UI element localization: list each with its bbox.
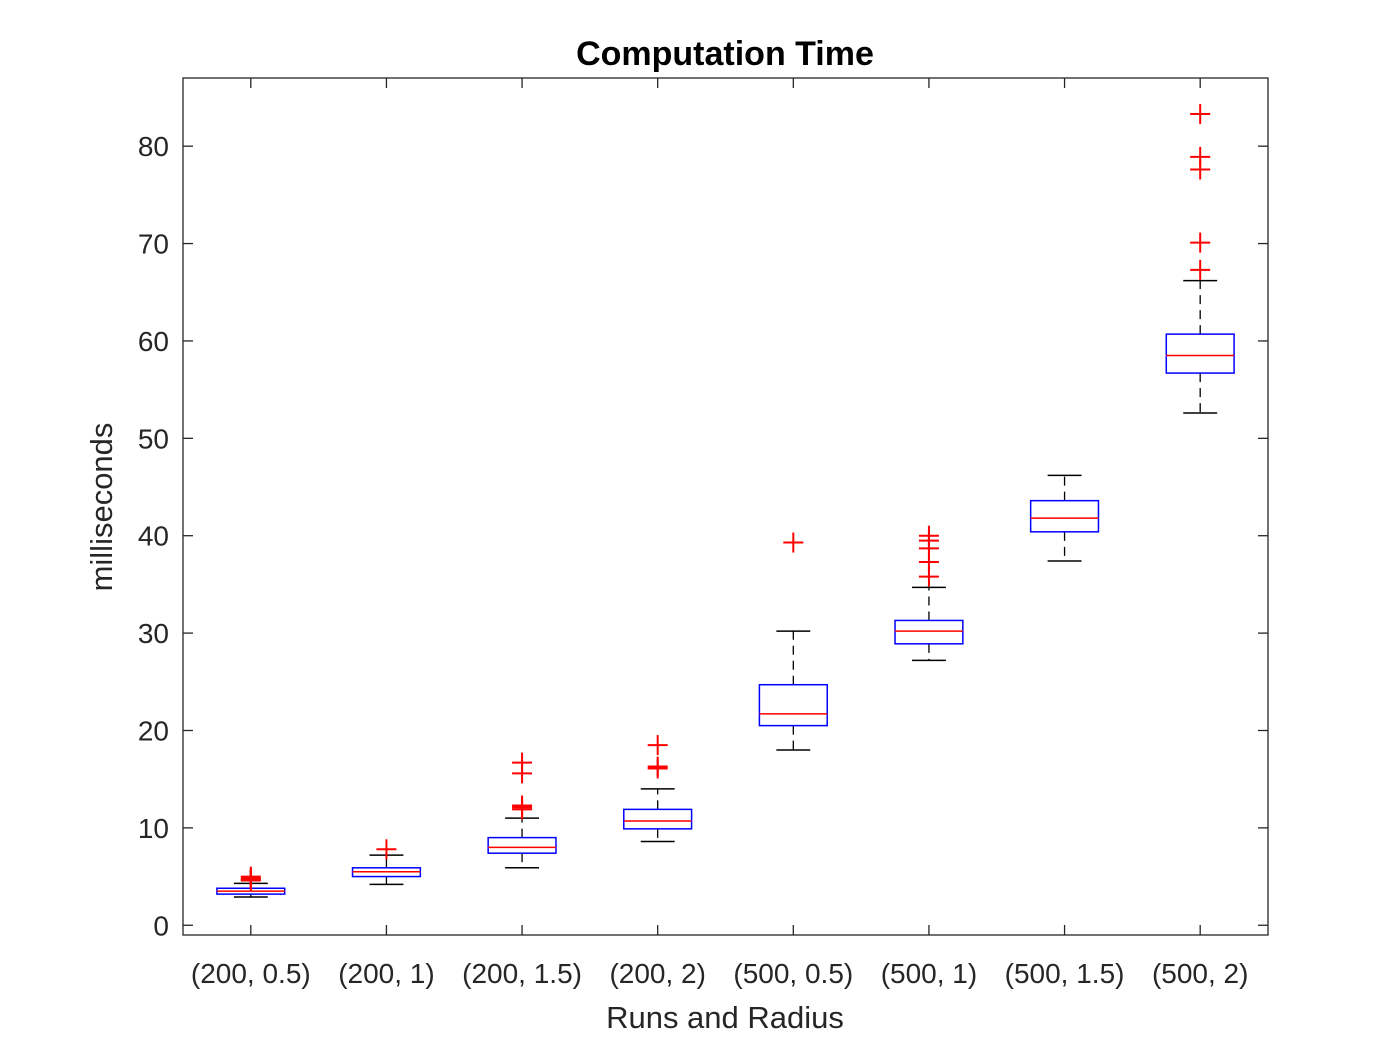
box-group bbox=[1029, 474, 1100, 562]
x-axis-label: Runs and Radius bbox=[606, 1000, 844, 1035]
box-group bbox=[1165, 104, 1235, 414]
iqr-box bbox=[758, 683, 828, 727]
y-tick-label: 50 bbox=[138, 423, 169, 454]
x-tick-label: (500, 1) bbox=[881, 958, 978, 989]
y-tick-label: 80 bbox=[138, 131, 169, 162]
outlier-marker bbox=[1190, 259, 1211, 280]
iqr-box bbox=[1029, 499, 1100, 533]
y-axis-label: milliseconds bbox=[84, 423, 119, 592]
outlier-marker bbox=[1190, 232, 1211, 253]
x-tick-label: (200, 0.5) bbox=[191, 958, 311, 989]
boxes-layer bbox=[216, 104, 1235, 898]
axes-frame bbox=[182, 77, 1269, 936]
x-tick-label: (500, 1.5) bbox=[1005, 958, 1125, 989]
outlier-marker bbox=[512, 752, 533, 773]
y-tick-label: 60 bbox=[138, 326, 169, 357]
box-group bbox=[894, 525, 964, 662]
y-tick-label: 40 bbox=[138, 521, 169, 552]
outlier-marker bbox=[376, 839, 397, 860]
box-group bbox=[758, 532, 828, 751]
y-tick-label: 0 bbox=[153, 910, 169, 941]
x-tick-label: (500, 0.5) bbox=[733, 958, 853, 989]
outlier-marker bbox=[1190, 146, 1211, 167]
ticks-layer: 0 10 20 30 40 50 60 70 80 (200, 0.5) (200, 1) (200,… bbox=[138, 78, 1268, 989]
x-tick-label: (200, 1.5) bbox=[462, 958, 582, 989]
iqr-box bbox=[623, 808, 693, 830]
outlier-marker bbox=[647, 756, 668, 777]
chart-title: Computation Time bbox=[576, 35, 874, 73]
outlier-marker bbox=[918, 525, 939, 546]
plot-area bbox=[183, 78, 1268, 935]
outlier-marker bbox=[512, 795, 533, 816]
box-group bbox=[351, 839, 422, 886]
outlier-marker bbox=[240, 866, 261, 887]
iqr-box bbox=[894, 619, 964, 645]
y-tick-label: 10 bbox=[138, 813, 169, 844]
box-group bbox=[487, 752, 557, 869]
box-group bbox=[216, 866, 286, 898]
x-tick-label: (200, 2) bbox=[609, 958, 706, 989]
y-tick-label: 70 bbox=[138, 229, 169, 260]
outlier-marker bbox=[783, 532, 804, 553]
outlier-marker bbox=[647, 735, 668, 756]
y-tick-label: 30 bbox=[138, 618, 169, 649]
iqr-box bbox=[487, 836, 557, 854]
y-tick-label: 20 bbox=[138, 715, 169, 746]
x-tick-label: (200, 1) bbox=[338, 958, 435, 989]
iqr-box bbox=[1165, 333, 1235, 374]
x-tick-label: (500, 2) bbox=[1152, 958, 1249, 989]
outlier-marker bbox=[1190, 104, 1211, 125]
box-group bbox=[623, 735, 693, 843]
